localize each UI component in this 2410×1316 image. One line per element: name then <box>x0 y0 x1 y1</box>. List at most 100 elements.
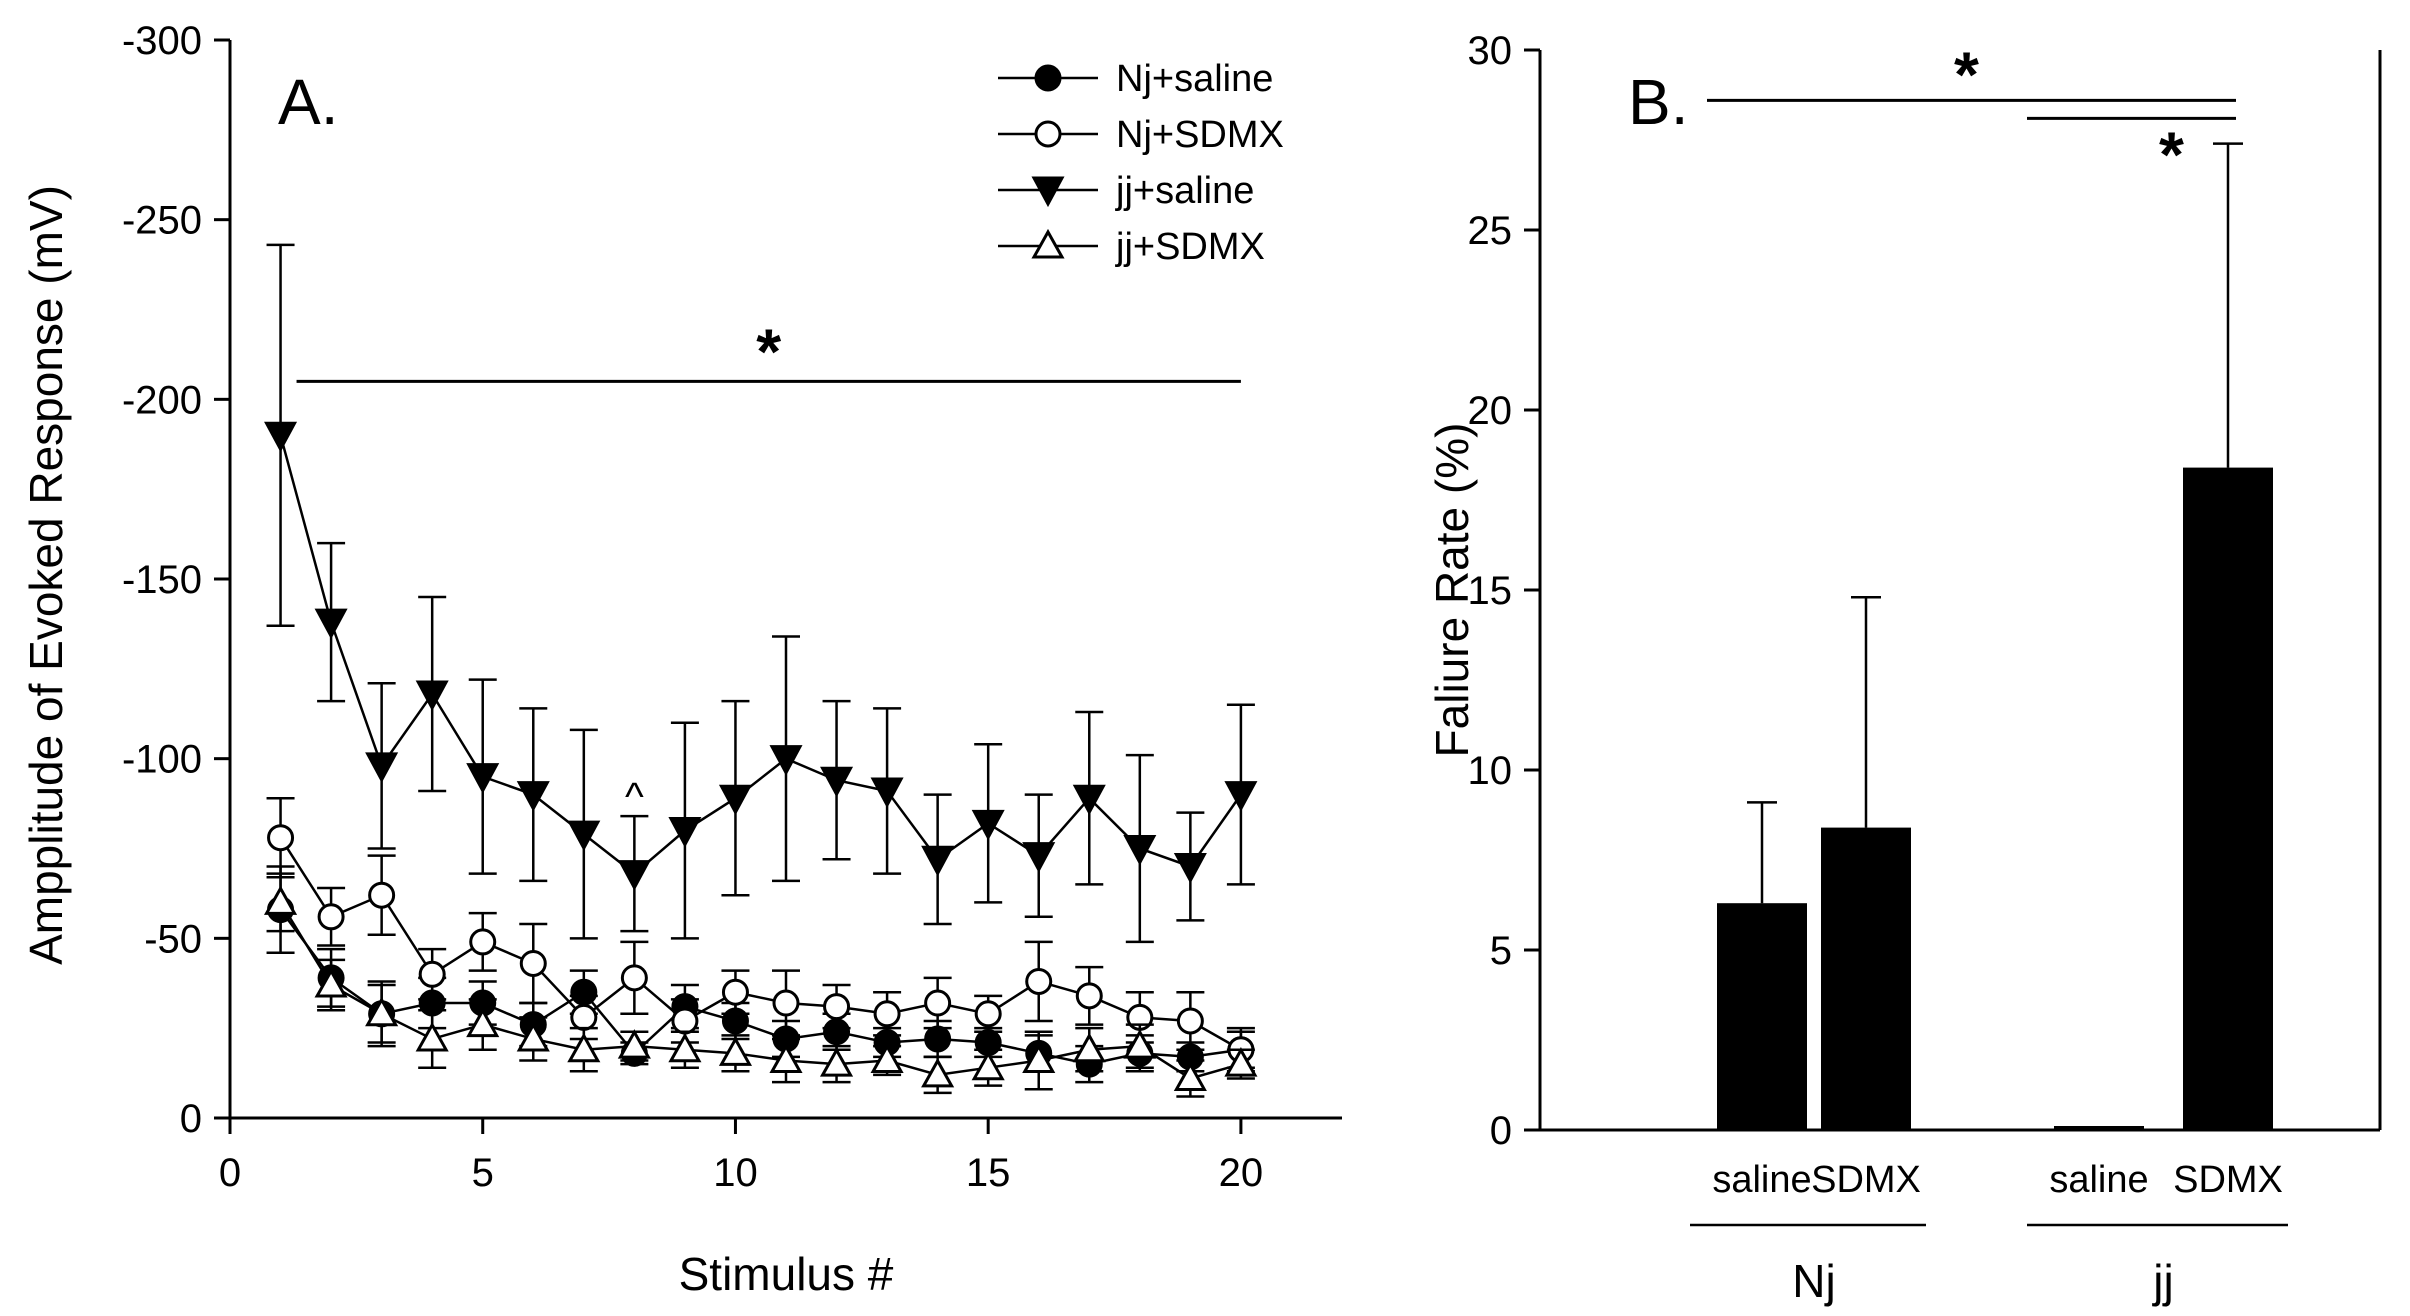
bar <box>2054 1126 2144 1130</box>
legend-label: jj+SDMX <box>1115 226 1265 268</box>
legend-label: jj+saline <box>1115 170 1254 212</box>
data-point-marker <box>668 817 702 848</box>
panel-a-label: A. <box>278 66 338 138</box>
data-point-marker <box>1072 784 1106 816</box>
data-point-marker <box>823 993 851 1021</box>
data-point-marker <box>570 1003 598 1031</box>
panel-a-y-tick-label: -150 <box>122 558 202 602</box>
data-point-marker <box>466 763 500 794</box>
data-point-marker <box>567 1032 601 1063</box>
bar-category-label: saline <box>2049 1159 2148 1201</box>
data-point-marker <box>263 885 298 915</box>
data-point-marker <box>1123 1029 1157 1059</box>
panel-a-y-tick-label: 0 <box>180 1097 202 1141</box>
data-point-marker <box>721 978 749 1006</box>
data-point-marker <box>1072 1032 1106 1063</box>
data-point-marker <box>1034 120 1062 148</box>
data-point-marker <box>870 777 904 809</box>
panel-a-y-tick-label: -100 <box>122 738 202 782</box>
data-point-marker <box>1031 228 1065 259</box>
data-point-marker <box>769 745 803 776</box>
significance-star: * <box>1954 38 1979 110</box>
data-point-marker <box>1224 1047 1258 1077</box>
panel-a-y-tick-label: -250 <box>122 199 202 243</box>
data-point-marker <box>671 1007 699 1035</box>
series-line <box>279 434 1242 876</box>
data-point-marker <box>415 1021 449 1052</box>
data-point-marker <box>617 860 651 891</box>
panel-b-y-tick-label: 25 <box>1468 209 1513 253</box>
panel-a-y-tick-label: -200 <box>122 378 202 422</box>
data-point-marker <box>924 1025 952 1053</box>
data-point-marker <box>317 903 345 931</box>
data-point-marker <box>1173 1061 1207 1091</box>
data-point-marker <box>267 824 295 852</box>
bar <box>1821 827 1911 1130</box>
significance-star: * <box>2159 118 2184 190</box>
bar-category-label: SDMX <box>1811 1159 1921 1201</box>
panel-a-x-tick-label: 5 <box>472 1151 494 1195</box>
data-point-marker <box>1025 967 1053 995</box>
panel-b-y-tick-label: 30 <box>1468 29 1513 73</box>
data-point-marker <box>718 784 752 816</box>
data-point-marker <box>819 1047 854 1077</box>
bar-category-label: saline <box>1712 1159 1811 1201</box>
panel-b-label: B. <box>1628 66 1688 138</box>
panel-a-x-tick-label: 15 <box>966 1151 1011 1195</box>
data-point-marker <box>1034 64 1062 92</box>
data-point-marker <box>820 766 854 798</box>
data-point-marker <box>519 949 547 977</box>
data-point-marker <box>516 781 550 812</box>
data-point-marker <box>620 964 648 992</box>
data-point-marker <box>617 1029 651 1059</box>
data-point-marker <box>469 928 497 956</box>
data-point-marker <box>1022 1043 1056 1074</box>
panel-a-x-axis-label: Stimulus # <box>679 1248 894 1300</box>
group-label: Nj <box>1792 1255 1835 1307</box>
data-point-marker <box>567 820 601 852</box>
panel-a-x-tick-label: 10 <box>713 1151 758 1195</box>
panel-b-y-tick-label: 15 <box>1468 569 1513 613</box>
data-point-marker <box>769 1043 803 1074</box>
data-point-marker <box>365 752 399 784</box>
bar <box>2183 467 2273 1131</box>
panel-a-annotations: *^ <box>296 315 1241 819</box>
series-line <box>279 837 1242 1051</box>
bar-category-label: SDMX <box>2173 1159 2283 1201</box>
series-jj+saline <box>264 243 1258 944</box>
data-point-marker <box>971 1050 1005 1081</box>
data-point-marker <box>1075 982 1103 1010</box>
panel-b-y-tick-label: 10 <box>1468 749 1513 793</box>
panel-a-y-tick-label: -50 <box>144 917 202 961</box>
data-point-marker <box>415 680 449 712</box>
data-point-marker <box>1224 781 1258 812</box>
data-point-marker <box>516 1021 550 1052</box>
data-point-marker <box>921 1057 955 1088</box>
panel-a-y-tick-label: -300 <box>122 19 202 63</box>
panel-a-axes: 0 -50 -100 -150 -200 -250 -300 0 5 10 15 20 <box>122 19 1342 1195</box>
data-point-marker <box>1031 176 1065 208</box>
panel-b-y-tick-label: 5 <box>1490 929 1512 973</box>
data-point-marker <box>772 989 800 1017</box>
panel-b-y-tick-label: 0 <box>1490 1109 1512 1153</box>
panel-b-y-axis-label: Faliure Rate (%) <box>1426 423 1478 758</box>
data-point-marker <box>974 1000 1002 1028</box>
data-point-marker <box>1022 842 1056 873</box>
data-point-marker <box>466 1007 500 1038</box>
panel-b-annotations: ** <box>1707 38 2236 190</box>
data-point-marker <box>873 1000 901 1028</box>
data-point-marker <box>365 996 399 1027</box>
panel-a-legend: Nj+saline Nj+SDMX jj+saline jj+SDMX <box>998 58 1284 268</box>
data-point-marker <box>1123 835 1157 866</box>
data-point-marker <box>368 881 396 909</box>
data-point-marker <box>870 1043 904 1074</box>
data-point-marker <box>921 845 955 877</box>
data-point-marker <box>314 608 348 640</box>
panel-a-x-tick-label: 0 <box>219 1151 241 1195</box>
data-point-marker <box>1173 852 1207 884</box>
legend-label: Nj+SDMX <box>1116 114 1284 156</box>
data-point-marker <box>971 809 1005 841</box>
data-point-marker <box>264 421 298 453</box>
